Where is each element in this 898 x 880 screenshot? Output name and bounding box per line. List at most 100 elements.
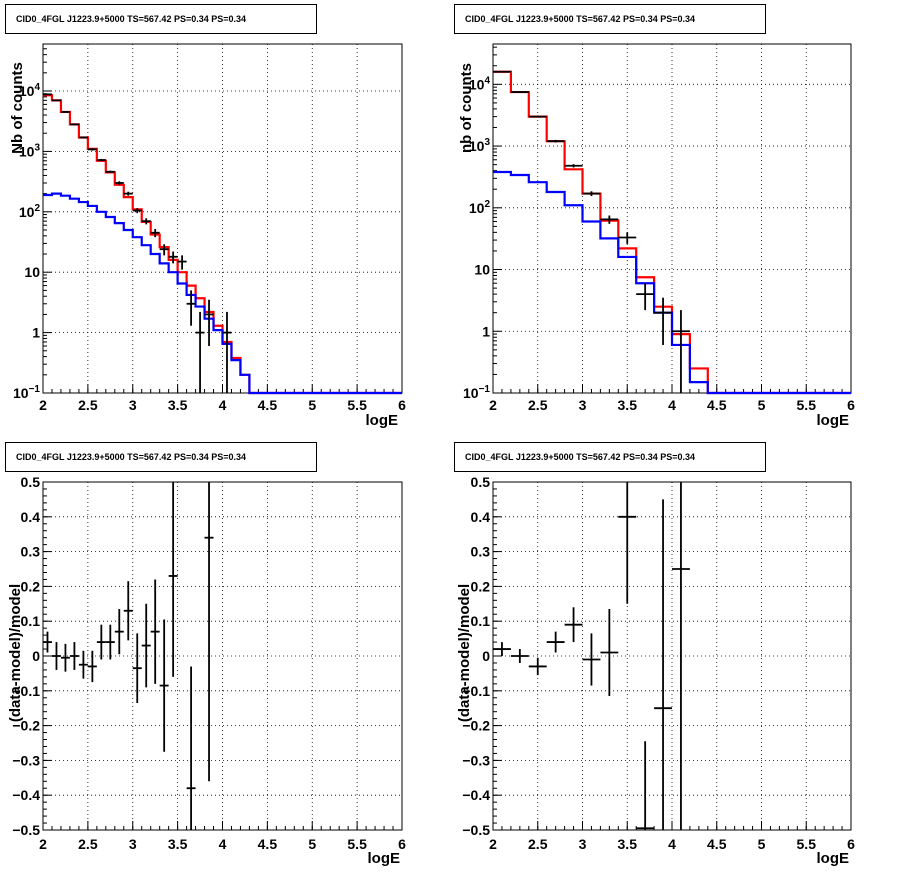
y-tick-label: −0.1 <box>462 683 490 699</box>
x-tick-label: 2 <box>39 836 47 852</box>
data-point <box>150 228 160 238</box>
y-axis-label: (data-model)/model <box>456 584 473 722</box>
x-tick-label: 2.5 <box>528 397 548 413</box>
tick-base: 10 <box>13 385 29 401</box>
residual-point <box>60 643 70 672</box>
y-tick-label: −0.2 <box>12 718 40 734</box>
y-tick-label: 0 <box>482 648 490 664</box>
data-point <box>51 99 61 102</box>
residual-point <box>51 642 61 670</box>
residual-point <box>168 482 178 677</box>
data-point <box>60 111 70 113</box>
data-point <box>528 115 547 118</box>
x-axis-label: logE <box>817 850 850 867</box>
residual-point <box>123 581 133 641</box>
data-point <box>564 164 583 168</box>
y-tick-label: −0.4 <box>12 787 40 803</box>
y-tick-label: 10 <box>474 262 490 278</box>
data-point <box>168 251 178 264</box>
y-tick-label: 0.5 <box>471 474 491 490</box>
x-tick-label: 3.5 <box>168 397 188 413</box>
residual-point <box>618 482 637 604</box>
x-tick-label: 4.5 <box>707 836 727 852</box>
data-point <box>600 215 619 224</box>
data-point <box>222 311 232 393</box>
x-tick-label: 2 <box>489 836 497 852</box>
x-tick-label: 3.5 <box>168 836 188 852</box>
counts-panel-right: CID0_4FGL J1223.9+5000 TS=567.42 PS=0.34… <box>449 0 898 438</box>
tick-exponent: 2 <box>34 203 40 214</box>
data-point <box>105 170 115 173</box>
y-axis-label: nb of counts <box>458 63 475 153</box>
y-axis-label: (data-model)/model <box>7 584 24 722</box>
tick-exponent: −1 <box>29 384 41 395</box>
x-tick-label: 2 <box>489 397 497 413</box>
data-point <box>493 70 511 73</box>
plot-frame <box>42 43 403 394</box>
x-tick-label: 2 <box>39 397 47 413</box>
y-tick-label: 0.4 <box>21 509 41 525</box>
residual-point <box>105 624 115 660</box>
residual-point <box>636 741 655 830</box>
tick-exponent: −1 <box>479 384 491 395</box>
data-point <box>78 136 88 139</box>
data-point <box>96 158 106 162</box>
y-tick-label: −0.5 <box>462 822 490 838</box>
data-point <box>43 93 52 96</box>
data-point <box>636 283 655 311</box>
x-tick-label: 5 <box>758 836 766 852</box>
tick-base: 10 <box>469 200 485 216</box>
tick-base: 10 <box>19 204 35 220</box>
residual-point <box>204 482 214 782</box>
x-tick-label: 6 <box>847 836 855 852</box>
x-tick-label: 4 <box>668 836 676 852</box>
x-tick-label: 5 <box>758 397 766 413</box>
residual-point <box>69 642 79 670</box>
y-tick-label: −0.5 <box>12 822 40 838</box>
x-tick-label: 3.5 <box>618 397 638 413</box>
x-tick-label: 4 <box>668 397 676 413</box>
y-tick-label: 10−1 <box>463 384 490 401</box>
residual-panel-right: CID0_4FGL J1223.9+5000 TS=567.42 PS=0.34… <box>449 438 898 875</box>
axes: 2 2.5 3 3.5 4 4.5 5 5.5 6 −0.5 −0.4 −0.3 −0.2 −0.1 0 0.… <box>456 474 855 867</box>
x-tick-label: 4.5 <box>258 397 278 413</box>
y-tick-label: 0.3 <box>21 544 41 560</box>
y-tick-label: 0.4 <box>471 509 491 525</box>
residual-point <box>132 633 142 703</box>
data-point <box>582 191 601 197</box>
x-axis-label: logE <box>368 850 401 867</box>
x-tick-label: 3.5 <box>618 836 638 852</box>
y-tick-label: 0.1 <box>21 613 41 629</box>
x-tick-label: 2.5 <box>78 836 98 852</box>
data-point <box>132 208 142 214</box>
y-tick-label: 10−1 <box>13 384 40 401</box>
y-tick-label: 0.5 <box>21 474 41 490</box>
residual-point <box>564 607 583 643</box>
data-point <box>204 299 214 346</box>
y-tick-label: 103 <box>469 137 491 154</box>
data-point <box>672 310 690 393</box>
y-tick-label: 10 <box>24 264 40 280</box>
plot-frame <box>492 43 852 394</box>
residual-point <box>654 499 672 830</box>
y-tick-label: 104 <box>19 82 41 99</box>
y-tick-label: −0.1 <box>12 683 40 699</box>
grid-lines <box>493 482 851 830</box>
residual-point <box>114 609 124 655</box>
x-axis-label: logE <box>817 412 850 429</box>
residual-point <box>87 650 97 683</box>
y-axis-label: Nb of counts <box>9 62 26 154</box>
residual-point <box>43 631 52 653</box>
chart-svg: 2 2.5 3 3.5 4 4.5 5 5.5 6 −0.5 −0.4 −0.3 −0.2 −0.1 0 0.… <box>7 474 406 867</box>
tick-exponent: 2 <box>484 199 490 210</box>
y-tick-label: −0.3 <box>12 752 40 768</box>
residual-point <box>528 657 547 676</box>
x-tick-label: 5.5 <box>797 836 817 852</box>
model-component-histogram <box>43 192 402 395</box>
data-point <box>123 191 133 196</box>
data-layer <box>493 70 851 395</box>
residual-point <box>150 579 160 684</box>
data-point <box>87 148 97 151</box>
data-point <box>654 297 672 345</box>
data-layer <box>43 482 214 830</box>
